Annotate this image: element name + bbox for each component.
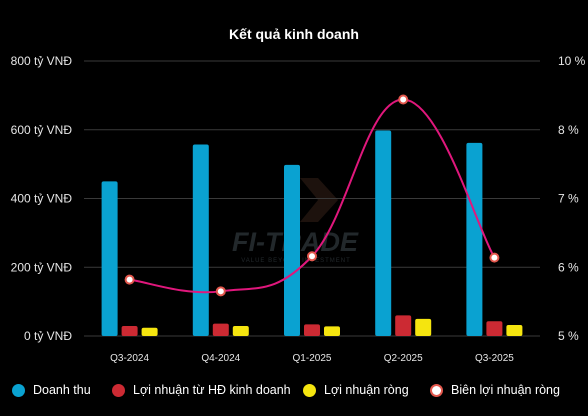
bar-operating-profit — [304, 324, 320, 336]
y-right-tick-label: 5 % — [558, 329, 579, 343]
legend-label-revenue: Doanh thu — [33, 383, 91, 397]
x-axis: Q3-2024 Q4-2024 Q1-2025 Q2-2025 Q3-2025 — [110, 353, 514, 364]
grid-lines — [84, 60, 540, 337]
bar-revenue — [375, 130, 392, 336]
x-tick-label: Q2-2025 — [384, 353, 423, 364]
bar-net-profit — [232, 326, 249, 336]
legend-label-operating-profit: Lợi nhuận từ HĐ kinh doanh — [133, 383, 291, 397]
legend-swatch-net-margin — [428, 383, 446, 397]
legend-item-revenue[interactable]: Doanh thu — [12, 383, 91, 397]
y-axis-left: 0 tỷ VNĐ 200 tỷ VNĐ 400 tỷ VNĐ 600 tỷ VNĐ 80… — [11, 54, 73, 343]
legend-label-net-margin: Biên lợi nhuận ròng — [451, 383, 560, 397]
legend-label-net-profit: Lợi nhuận ròng — [324, 383, 409, 397]
y-axis-right: 5 % 6 % 7 % 8 % 10 % — [558, 54, 586, 343]
x-tick-label: Q3-2024 — [110, 353, 149, 364]
bar-net-profit — [141, 327, 158, 336]
legend-item-net-profit[interactable]: Lợi nhuận ròng — [303, 383, 409, 397]
y-left-tick-label: 800 tỷ VNĐ — [11, 54, 73, 68]
chart-title: Kết quả kinh doanh — [229, 26, 359, 42]
bar-revenue — [466, 142, 483, 336]
margin-point — [124, 274, 135, 285]
x-tick-label: Q4-2024 — [201, 353, 240, 364]
y-left-tick-label: 200 tỷ VNĐ — [11, 260, 73, 274]
y-right-tick-label: 10 % — [558, 54, 586, 68]
margin-point — [307, 251, 317, 262]
y-left-tick-label: 600 tỷ VNĐ — [11, 123, 73, 137]
bar-net-profit — [506, 325, 523, 336]
bar-operating-profit — [121, 326, 138, 336]
bar-operating-profit — [486, 321, 503, 336]
bar-net-profit — [415, 318, 432, 336]
margin-point — [215, 286, 226, 297]
bar-net-profit — [324, 326, 340, 336]
legend: Doanh thu Lợi nhuận từ HĐ kinh doanh Lợi… — [0, 378, 588, 402]
legend-item-operating-profit[interactable]: Lợi nhuận từ HĐ kinh doanh — [112, 383, 291, 397]
y-right-tick-label: 8 % — [558, 123, 579, 137]
margin-point — [398, 94, 409, 105]
margin-line — [124, 94, 500, 297]
bar-operating-profit — [212, 323, 229, 336]
bars — [101, 130, 523, 336]
bar-revenue — [192, 144, 209, 336]
x-tick-label: Q3-2025 — [475, 353, 514, 364]
y-left-tick-label: 0 tỷ VNĐ — [24, 329, 72, 343]
y-left-tick-label: 400 tỷ VNĐ — [11, 192, 73, 206]
legend-swatch-revenue — [12, 383, 25, 397]
margin-line-path — [129, 98, 496, 294]
x-tick-label: Q1-2025 — [293, 353, 332, 364]
bar-revenue — [284, 164, 300, 336]
y-right-tick-label: 7 % — [558, 192, 579, 206]
legend-swatch-net-profit — [303, 383, 316, 397]
margin-point — [489, 252, 500, 263]
legend-swatch-operating-profit — [112, 383, 125, 397]
bar-revenue — [101, 181, 118, 336]
legend-item-net-margin[interactable]: Biên lợi nhuận ròng — [428, 383, 560, 397]
bar-operating-profit — [395, 315, 412, 336]
y-right-tick-label: 6 % — [558, 260, 579, 274]
